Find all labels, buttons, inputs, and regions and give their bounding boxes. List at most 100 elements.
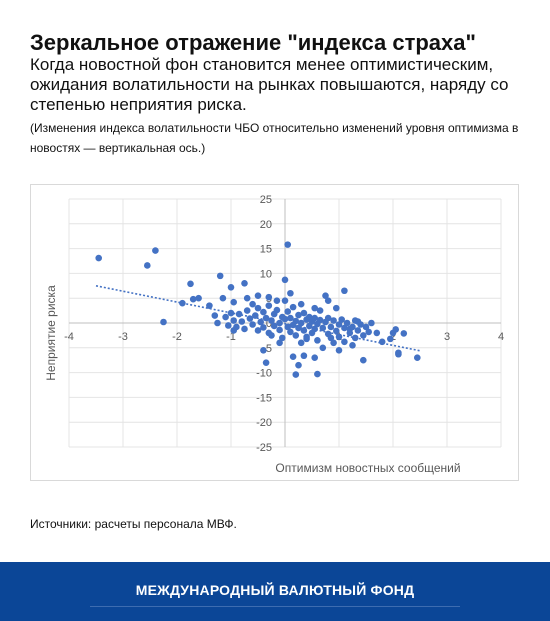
data-point [262,314,270,322]
data-point [335,333,343,341]
data-point [354,327,362,334]
data-point [270,322,278,330]
x-tick-label: -4 [64,331,74,343]
data-point [300,327,308,334]
data-point [284,308,291,315]
data-point [365,328,373,336]
data-point [289,353,297,361]
data-point [281,315,289,323]
data-point [322,292,329,300]
data-point [230,317,237,324]
data-point [392,326,400,333]
data-point [297,319,305,327]
data-point [254,304,262,312]
data-point [249,321,256,328]
data-point [160,318,167,326]
data-point [335,346,343,354]
data-point [222,313,229,321]
scatter-plot-svg: 2520151050-5-10-15-20-25-4-3-2-11234 Опт… [44,194,504,475]
data-point [314,370,321,378]
data-point [362,323,370,331]
data-point [341,287,348,295]
y-tick-label: 15 [260,244,272,256]
data-point [276,326,283,334]
data-point [311,325,319,333]
footer-bar [0,562,550,621]
data-point [243,294,251,302]
data-point [268,332,275,339]
data-point [179,299,186,307]
y-tick-label: -10 [256,368,272,380]
data-point [281,297,289,304]
data-point [300,309,308,317]
data-point [287,314,294,322]
data-point [268,317,275,324]
data-point [241,325,248,333]
source-note: Источники: расчеты персонала МВФ. [30,517,237,531]
data-point [284,323,291,331]
data-point [235,310,243,318]
data-point [368,319,375,327]
y-tick-label: -5 [262,343,272,355]
data-point [400,330,408,337]
data-point [341,338,348,346]
data-point [287,289,294,297]
data-point [276,339,283,347]
data-point [216,272,224,280]
y-tick-label: 20 [260,219,272,231]
data-point [330,339,337,347]
data-point [297,300,305,308]
x-axis-label: Оптимизм новостных сообщений [275,461,460,475]
data-point [289,303,297,311]
data-point [219,294,227,302]
data-point [354,318,362,325]
data-point [249,300,256,308]
data-point [252,312,259,319]
data-point [254,327,262,334]
data-point [195,294,202,302]
data-point [276,319,283,327]
y-tick-label: 25 [260,194,272,206]
chart-title: Зеркальное отражение "индекса страха" [30,30,476,55]
data-point [311,314,319,322]
data-point [333,327,340,335]
data-point [295,324,302,332]
data-point [343,319,351,327]
y-tick-label: -15 [256,392,272,404]
data-point [387,335,394,343]
data-point [335,321,343,328]
data-point [265,302,273,309]
data-point [265,293,273,301]
data-point [378,338,386,346]
data-point [351,334,359,342]
chart-subtitle: Когда новостной фон становится менее опт… [30,55,509,114]
data-point [260,346,267,354]
data-point [284,241,291,248]
data-point [262,359,270,366]
data-point [292,332,300,339]
x-tick-label: -1 [226,331,236,343]
data-point [292,371,300,378]
footer-divider [90,606,460,607]
data-point [152,247,159,254]
data-point [206,302,213,309]
data-point [95,254,102,262]
y-tick-label: 0 [266,318,272,330]
data-point [260,308,267,316]
data-point [341,324,348,332]
x-tick-label: 3 [444,331,450,343]
footer-org-name: МЕЖДУНАРОДНЫЙ ВАЛЮТНЫЙ ФОНД [135,582,415,598]
data-point [300,352,308,360]
data-point [327,323,335,331]
y-tick-label: -20 [256,417,272,429]
data-point [295,311,302,319]
data-point [324,297,332,304]
data-point [281,276,289,284]
data-point [338,316,346,323]
data-point [316,316,324,324]
x-tick-label: -3 [118,331,128,343]
data-point [349,342,356,349]
data-point [395,349,402,357]
data-point [230,327,237,334]
data-point [292,317,300,325]
